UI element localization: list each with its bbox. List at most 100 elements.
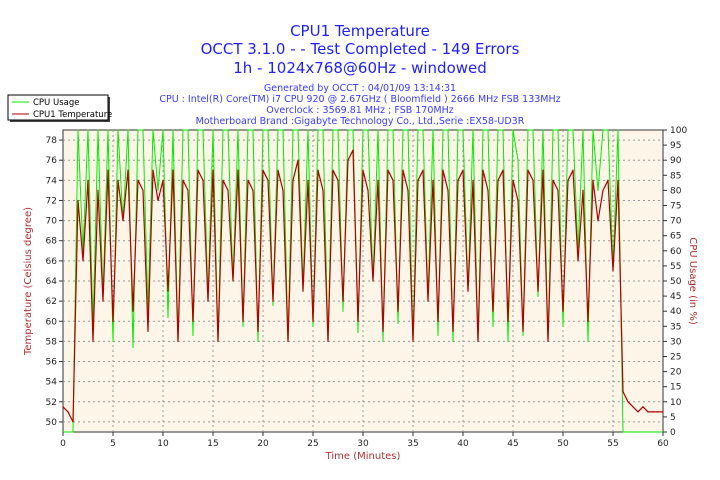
data-point-cpu1-temperature <box>537 290 539 292</box>
data-point-cpu-usage <box>602 129 604 131</box>
x-tick-label: 40 <box>457 439 469 449</box>
data-point-cpu-usage <box>342 310 344 312</box>
data-point-cpu1-temperature <box>127 169 129 171</box>
data-point-cpu-usage <box>542 129 544 131</box>
data-point-cpu-usage <box>462 129 464 131</box>
data-point-cpu-usage <box>497 129 499 131</box>
data-point-cpu1-temperature <box>562 310 564 312</box>
data-point-cpu-usage <box>652 431 654 433</box>
data-point-cpu1-temperature <box>392 179 394 181</box>
data-point-cpu-usage <box>622 431 624 433</box>
data-point-cpu1-temperature <box>657 411 659 413</box>
data-point-cpu-usage <box>112 340 114 342</box>
data-point-cpu1-temperature <box>397 310 399 312</box>
data-point-cpu-usage <box>77 129 79 131</box>
data-point-cpu1-temperature <box>502 169 504 171</box>
data-point-cpu1-temperature <box>197 169 199 171</box>
data-point-cpu1-temperature <box>492 310 494 312</box>
data-point-cpu1-temperature <box>362 169 364 171</box>
data-point-cpu-usage <box>162 129 164 131</box>
data-point-cpu-usage <box>67 431 69 433</box>
data-point-cpu-usage <box>227 129 229 131</box>
data-point-cpu1-temperature <box>112 320 114 322</box>
data-point-cpu1-temperature <box>457 179 459 181</box>
data-point-cpu1-temperature <box>147 330 149 332</box>
data-point-cpu1-temperature <box>302 290 304 292</box>
info-overclock: Overclock : 3569.81 MHz ; FSB 170MHz <box>266 105 453 116</box>
data-point-cpu-usage <box>142 129 144 131</box>
data-point-cpu1-temperature <box>437 320 439 322</box>
data-point-cpu1-temperature <box>552 179 554 181</box>
data-point-cpu-usage <box>117 129 119 131</box>
data-point-cpu1-temperature <box>312 320 314 322</box>
y-tick-label: 56 <box>46 358 58 368</box>
data-point-cpu1-temperature <box>247 179 249 181</box>
y2-tick-label: 80 <box>670 186 682 196</box>
data-point-cpu-usage <box>567 129 569 131</box>
data-point-cpu-usage <box>172 129 174 131</box>
data-point-cpu-usage <box>627 431 629 433</box>
legend: CPU Usage CPU1 Temperature <box>7 94 112 122</box>
y-tick-label: 70 <box>46 217 58 227</box>
y-tick-label: 72 <box>46 196 57 206</box>
data-point-cpu-usage <box>417 129 419 131</box>
data-point-cpu1-temperature <box>622 391 624 393</box>
data-point-cpu-usage <box>642 431 644 433</box>
y2-tick-label: 30 <box>670 337 682 347</box>
data-point-cpu1-temperature <box>447 189 449 191</box>
data-point-cpu-usage <box>452 340 454 342</box>
x-tick-label: 15 <box>207 439 218 449</box>
data-point-cpu1-temperature <box>237 169 239 171</box>
data-point-cpu-usage <box>522 334 524 336</box>
y2-tick-label: 15 <box>670 383 681 393</box>
y2-tick-label: 5 <box>670 413 676 423</box>
data-point-cpu-usage <box>562 325 564 327</box>
data-point-cpu-usage <box>312 325 314 327</box>
data-point-cpu1-temperature <box>82 260 84 262</box>
data-point-cpu-usage <box>182 129 184 131</box>
data-point-cpu-usage <box>392 129 394 131</box>
data-point-cpu1-temperature <box>542 169 544 171</box>
data-point-cpu1-temperature <box>87 179 89 181</box>
data-point-cpu1-temperature <box>427 300 429 302</box>
y-axis-label: Temperature (Celsius degree) <box>23 207 34 356</box>
data-point-cpu1-temperature <box>342 300 344 302</box>
data-point-cpu1-temperature <box>297 159 299 161</box>
y-tick-label: 58 <box>46 337 58 347</box>
data-point-cpu-usage <box>357 331 359 333</box>
data-point-cpu1-temperature <box>277 169 279 171</box>
x-tick-label: 50 <box>557 439 569 449</box>
legend-label-cpu-usage: CPU Usage <box>33 98 79 108</box>
data-point-cpu1-temperature <box>582 189 584 191</box>
data-point-cpu1-temperature <box>587 320 589 322</box>
data-point-cpu-usage <box>402 129 404 131</box>
data-point-cpu1-temperature <box>462 169 464 171</box>
data-point-cpu1-temperature <box>432 179 434 181</box>
data-point-cpu-usage <box>552 129 554 131</box>
data-point-cpu1-temperature <box>287 340 289 342</box>
data-point-cpu1-temperature <box>352 149 354 151</box>
data-point-cpu-usage <box>617 129 619 131</box>
data-point-cpu1-temperature <box>267 179 269 181</box>
data-point-cpu1-temperature <box>182 179 184 181</box>
data-point-cpu1-temperature <box>592 179 594 181</box>
data-point-cpu-usage <box>512 129 514 131</box>
data-point-cpu1-temperature <box>617 179 619 181</box>
y-tick-label: 74 <box>46 176 58 186</box>
data-point-cpu-usage <box>322 129 324 131</box>
data-point-cpu1-temperature <box>412 340 414 342</box>
data-point-cpu1-temperature <box>467 290 469 292</box>
y-tick-label: 54 <box>46 378 58 388</box>
data-point-cpu-usage <box>582 129 584 131</box>
data-point-cpu-usage <box>262 129 264 131</box>
data-point-cpu-usage <box>247 129 249 131</box>
chart-title: CPU1 Temperature <box>290 22 430 40</box>
x-tick-label: 45 <box>507 439 518 449</box>
data-point-cpu1-temperature <box>652 411 654 413</box>
data-point-cpu-usage <box>637 431 639 433</box>
data-point-cpu1-temperature <box>262 169 264 171</box>
y-tick-label: 68 <box>46 237 58 247</box>
data-point-cpu1-temperature <box>607 179 609 181</box>
data-point-cpu-usage <box>197 129 199 131</box>
